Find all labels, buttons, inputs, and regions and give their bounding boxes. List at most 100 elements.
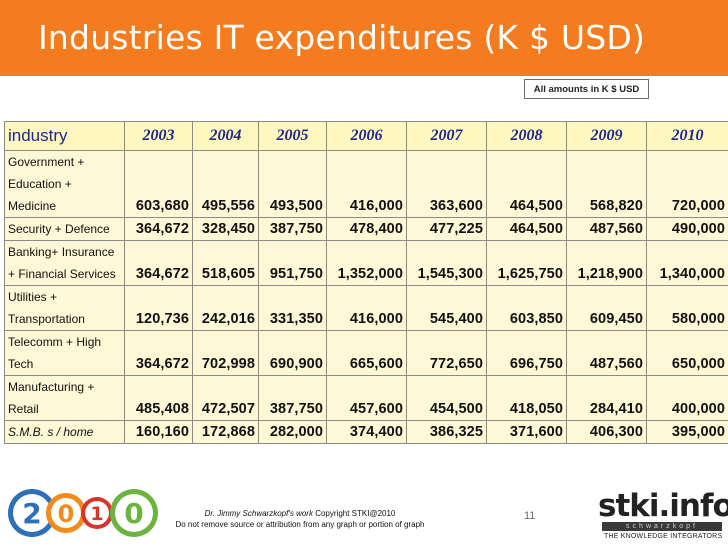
- copyright-text: Copyright STKI@2010: [315, 509, 396, 518]
- table-cell: 454,500: [406, 375, 487, 421]
- header-year: 2003: [124, 121, 193, 151]
- table-cell: 464,500: [486, 217, 567, 241]
- table-row: Security + Defence 364,672 328,450 387,7…: [4, 217, 728, 241]
- table-cell: 478,400: [326, 217, 407, 241]
- table-cell: 690,900: [258, 330, 327, 376]
- header-year: 2007: [406, 121, 487, 151]
- table-cell: 568,820: [566, 150, 647, 218]
- expenditure-table: industry 2003 2004 2005 2006 2007 2008 2…: [4, 121, 728, 444]
- table-row: Manufacturing + Retail 485,408 472,507 3…: [4, 375, 728, 421]
- table-cell: 464,500: [486, 150, 567, 218]
- table-cell: 580,000: [646, 285, 728, 331]
- table-cell: 487,560: [566, 217, 647, 241]
- table-cell: 609,450: [566, 285, 647, 331]
- row-label: Security + Defence: [4, 217, 125, 241]
- table-cell: 545,400: [406, 285, 487, 331]
- table-cell: 387,750: [258, 217, 327, 241]
- table-cell: 951,750: [258, 240, 327, 286]
- table-cell: 493,500: [258, 150, 327, 218]
- header-row: industry 2003 2004 2005 2006 2007 2008 2…: [4, 121, 728, 151]
- page-title: Industries IT expenditures (K $ USD): [38, 18, 646, 57]
- table-cell: 374,400: [326, 420, 407, 444]
- table-cell: 487,560: [566, 330, 647, 376]
- table-cell: 457,600: [326, 375, 407, 421]
- table-cell: 472,507: [192, 375, 259, 421]
- stki-brand-sub: schwarzkopf: [602, 522, 722, 531]
- table-cell: 485,408: [124, 375, 193, 421]
- table-cell: 400,000: [646, 375, 728, 421]
- table-cell: 395,000: [646, 420, 728, 444]
- table-cell: 495,556: [192, 150, 259, 218]
- table-cell: 1,340,000: [646, 240, 728, 286]
- table-cell: 364,672: [124, 240, 193, 286]
- header-year: 2004: [192, 121, 259, 151]
- title-bar: Industries IT expenditures (K $ USD): [0, 0, 728, 76]
- table-cell: 406,300: [566, 420, 647, 444]
- table-cell: 371,600: [486, 420, 567, 444]
- logo-2010: 2 0 1 0: [8, 489, 158, 537]
- table-row: Government + Education + Medicine 603,68…: [4, 150, 728, 218]
- svg-text:2: 2: [22, 497, 41, 530]
- row-label: S.M.B. s / home: [4, 420, 125, 444]
- row-label: Telecomm + High Tech: [4, 330, 125, 376]
- logo-2010-ring-blue: 2: [8, 489, 56, 537]
- logo-2010-ring-orange: 0: [46, 493, 86, 533]
- table-cell: 387,750: [258, 375, 327, 421]
- header-industry: industry: [4, 121, 125, 151]
- table-cell: 242,016: [192, 285, 259, 331]
- row-label: Banking+ Insurance + Financial Services: [4, 240, 125, 286]
- table-cell: 650,000: [646, 330, 728, 376]
- logo-2010-ring-red: 1: [81, 497, 113, 529]
- table-cell: 477,225: [406, 217, 487, 241]
- table-row: Telecomm + High Tech 364,672 702,998 690…: [4, 330, 728, 376]
- table-cell: 364,672: [124, 330, 193, 376]
- table-cell: 363,600: [406, 150, 487, 218]
- header-year: 2010: [646, 121, 728, 151]
- header-year: 2006: [326, 121, 407, 151]
- logo-2010-ring-green: 0: [110, 489, 158, 537]
- table-cell: 418,050: [486, 375, 567, 421]
- table-cell: 518,605: [192, 240, 259, 286]
- stki-brand-name: stki.info: [598, 488, 728, 524]
- table-cell: 1,545,300: [406, 240, 487, 286]
- table-cell: 1,352,000: [326, 240, 407, 286]
- table-cell: 120,736: [124, 285, 193, 331]
- table-cell: 331,350: [258, 285, 327, 331]
- table-cell: 160,160: [124, 420, 193, 444]
- table-cell: 603,850: [486, 285, 567, 331]
- row-label: Manufacturing + Retail: [4, 375, 125, 421]
- table-cell: 702,998: [192, 330, 259, 376]
- table-cell: 328,450: [192, 217, 259, 241]
- stki-tagline: THE KNOWLEDGE INTEGRATORS: [604, 533, 723, 540]
- copyright-author: Dr. Jimmy Schwarzkopf's work: [204, 509, 313, 518]
- table-cell: 282,000: [258, 420, 327, 444]
- table-cell: 1,625,750: [486, 240, 567, 286]
- row-label: Utilities + Transportation: [4, 285, 125, 331]
- row-label: Government + Education + Medicine: [4, 150, 125, 218]
- table-cell: 416,000: [326, 150, 407, 218]
- page-number: 11: [524, 510, 536, 522]
- table-row: Banking+ Insurance + Financial Services …: [4, 240, 728, 286]
- amounts-note: All amounts in K $ USD: [524, 79, 649, 99]
- table-row: Utilities + Transportation 120,736 242,0…: [4, 285, 728, 331]
- header-year: 2009: [566, 121, 647, 151]
- table-cell: 490,000: [646, 217, 728, 241]
- expenditure-table-container: industry 2003 2004 2005 2006 2007 2008 2…: [4, 121, 728, 444]
- copyright-line2: Do not remove source or attribution from…: [175, 520, 425, 529]
- svg-text:0: 0: [58, 500, 75, 528]
- table-cell: 386,325: [406, 420, 487, 444]
- svg-text:0: 0: [124, 497, 143, 530]
- table-cell: 172,868: [192, 420, 259, 444]
- table-cell: 603,680: [124, 150, 193, 218]
- svg-text:1: 1: [90, 503, 103, 525]
- table-cell: 720,000: [646, 150, 728, 218]
- table-cell: 364,672: [124, 217, 193, 241]
- table-cell: 696,750: [486, 330, 567, 376]
- table-cell: 284,410: [566, 375, 647, 421]
- table-row: S.M.B. s / home 160,160 172,868 282,000 …: [4, 420, 728, 444]
- table-cell: 416,000: [326, 285, 407, 331]
- copyright-notice: Dr. Jimmy Schwarzkopf's work Copyright S…: [160, 508, 440, 530]
- table-cell: 772,650: [406, 330, 487, 376]
- table-cell: 665,600: [326, 330, 407, 376]
- header-year: 2008: [486, 121, 567, 151]
